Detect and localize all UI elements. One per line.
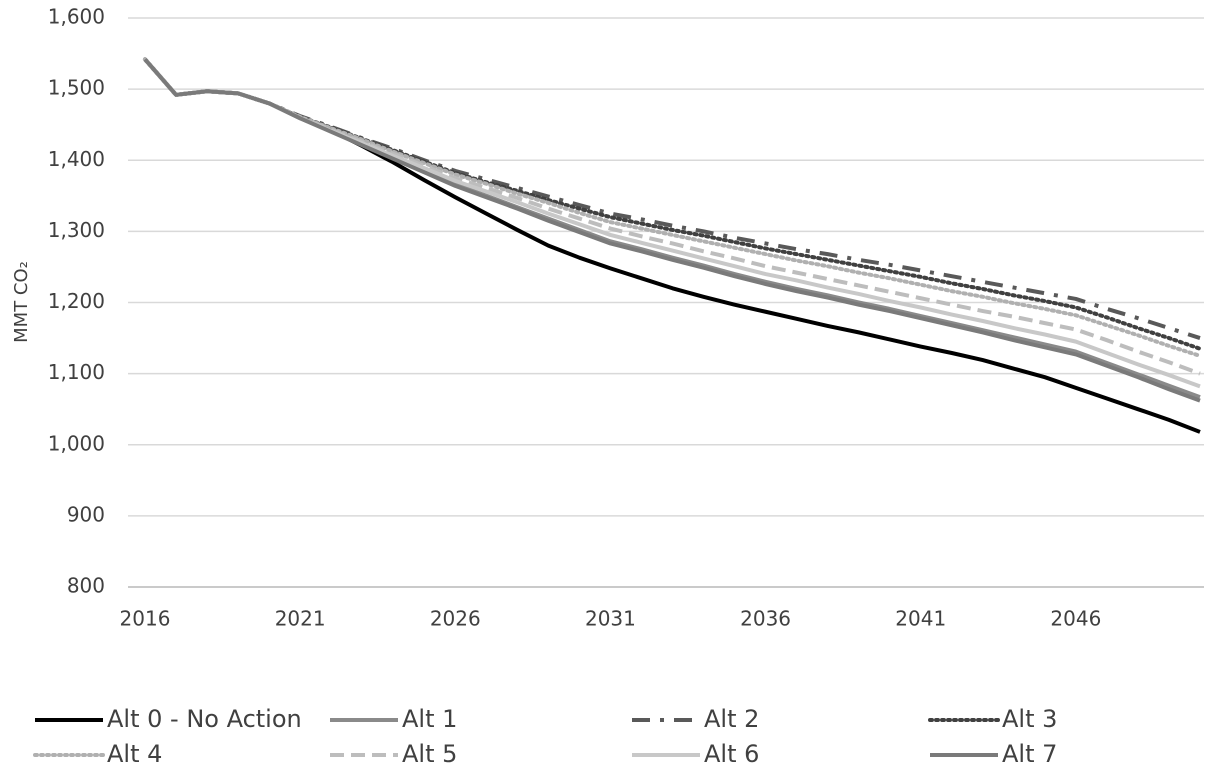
legend-label: Alt 7 <box>1002 740 1057 768</box>
y-tick-label: 1,600 <box>48 5 105 29</box>
legend-label: Alt 4 <box>107 740 162 768</box>
x-tick-label: 2016 <box>120 607 171 631</box>
y-tick-label: 800 <box>67 574 105 598</box>
x-tick-label: 2036 <box>740 607 791 631</box>
x-tick-label: 2046 <box>1050 607 1101 631</box>
legend-label: Alt 6 <box>704 740 759 768</box>
legend-label: Alt 0 - No Action <box>107 705 302 733</box>
data-line <box>143 57 1201 340</box>
data-line <box>143 57 1201 376</box>
data-line <box>143 57 1201 389</box>
legend-label: Alt 2 <box>704 705 759 733</box>
y-tick-label: 1,000 <box>48 431 105 455</box>
data-line <box>143 57 1202 351</box>
y-tick-label: 1,100 <box>48 360 105 384</box>
legend-label: Alt 3 <box>1002 705 1057 733</box>
data-line <box>143 57 1202 358</box>
x-tick-label: 2031 <box>585 607 636 631</box>
y-tick-label: 1,400 <box>48 147 105 171</box>
y-tick-label: 1,500 <box>48 76 105 100</box>
x-tick-label: 2041 <box>895 607 946 631</box>
y-tick-label: 900 <box>67 502 105 526</box>
y-axis-label: MMT CO₂ <box>11 261 32 343</box>
y-tick-label: 1,300 <box>48 218 105 242</box>
x-tick-label: 2026 <box>430 607 481 631</box>
data-line <box>143 57 1201 403</box>
y-tick-label: 1,200 <box>48 289 105 313</box>
legend-label: Alt 5 <box>402 740 457 768</box>
legend-label: Alt 1 <box>402 705 457 733</box>
x-tick-label: 2021 <box>275 607 326 631</box>
